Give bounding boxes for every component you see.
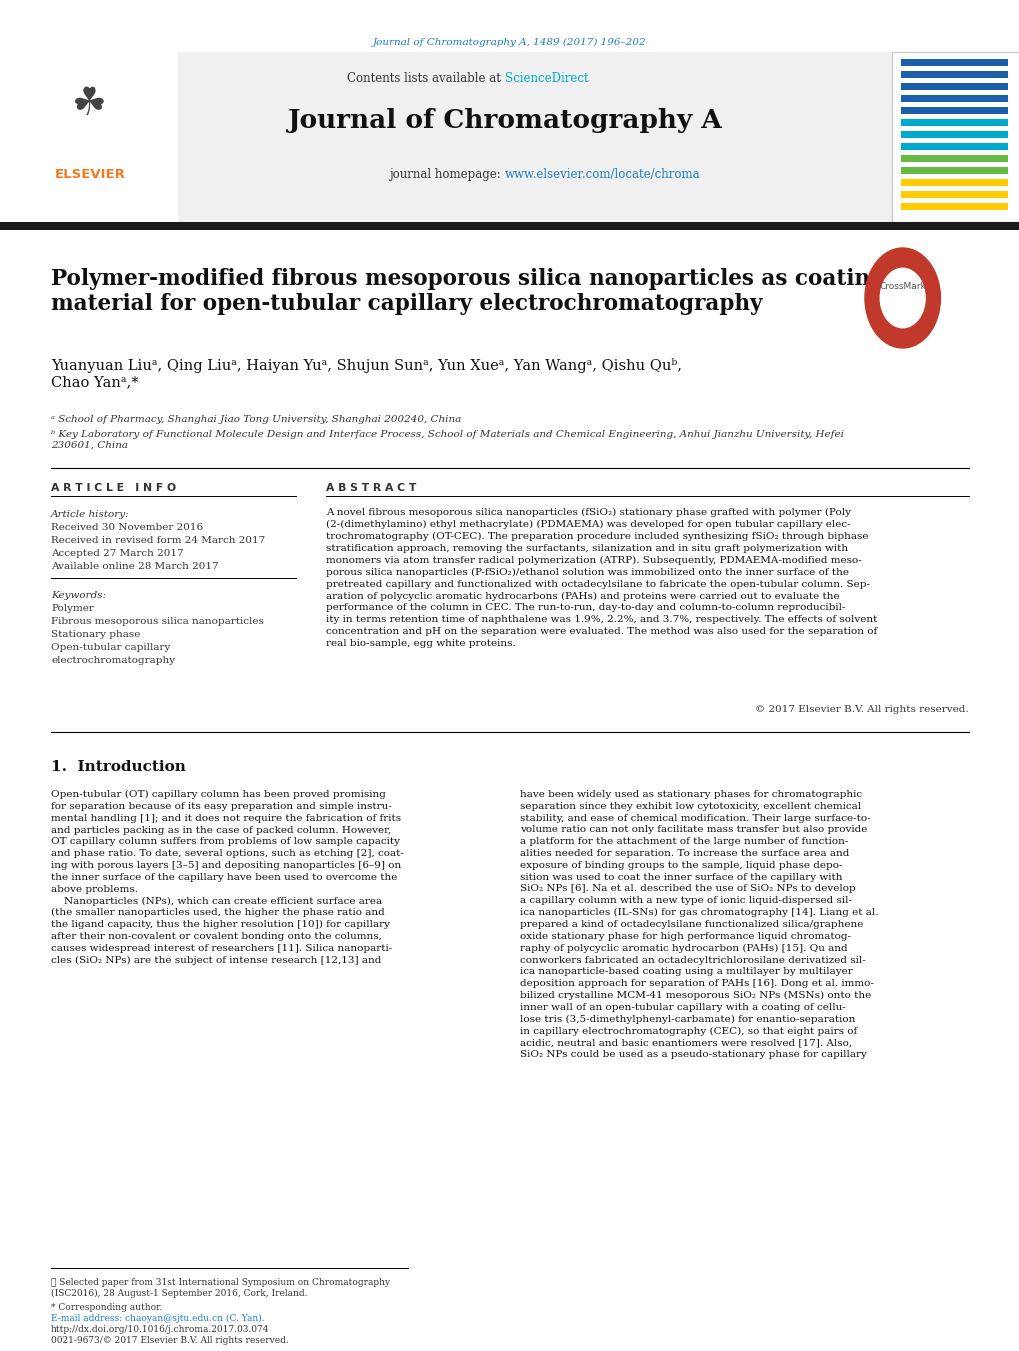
Text: E-mail address: chaoyan@sjtu.edu.cn (C. Yan).: E-mail address: chaoyan@sjtu.edu.cn (C. … xyxy=(51,1315,264,1323)
Text: Fibrous mesoporous silica nanoparticles: Fibrous mesoporous silica nanoparticles xyxy=(51,617,264,626)
Bar xyxy=(900,168,1007,174)
Bar xyxy=(900,70,1007,78)
Bar xyxy=(900,82,1007,91)
Bar xyxy=(0,222,1019,230)
Text: A R T I C L E   I N F O: A R T I C L E I N F O xyxy=(51,484,176,493)
Text: Open-tubular capillary: Open-tubular capillary xyxy=(51,643,170,653)
Bar xyxy=(900,143,1007,150)
Bar xyxy=(900,203,1007,211)
Text: have been widely used as stationary phases for chromatographic
separation since : have been widely used as stationary phas… xyxy=(520,790,877,1059)
Text: Polymer-modified fibrous mesoporous silica nanoparticles as coating
material for: Polymer-modified fibrous mesoporous sili… xyxy=(51,267,884,315)
Bar xyxy=(900,107,1007,113)
Bar xyxy=(900,155,1007,162)
Text: electrochromatography: electrochromatography xyxy=(51,657,175,665)
Text: Accepted 27 March 2017: Accepted 27 March 2017 xyxy=(51,549,183,558)
Bar xyxy=(900,180,1007,186)
Text: Contents lists available at: Contents lists available at xyxy=(346,72,504,85)
Text: Article history:: Article history: xyxy=(51,509,129,519)
Text: A B S T R A C T: A B S T R A C T xyxy=(326,484,417,493)
Text: Journal of Chromatography A, 1489 (2017) 196–202: Journal of Chromatography A, 1489 (2017)… xyxy=(373,38,646,47)
Text: ᵃ School of Pharmacy, Shanghai Jiao Tong University, Shanghai 200240, China: ᵃ School of Pharmacy, Shanghai Jiao Tong… xyxy=(51,415,461,424)
Text: ᵇ Key Laboratory of Functional Molecule Design and Interface Process, School of : ᵇ Key Laboratory of Functional Molecule … xyxy=(51,430,843,450)
Text: Available online 28 March 2017: Available online 28 March 2017 xyxy=(51,562,218,571)
Text: Yuanyuan Liuᵃ, Qing Liuᵃ, Haiyan Yuᵃ, Shujun Sunᵃ, Yun Xueᵃ, Yan Wangᵃ, Qishu Qu: Yuanyuan Liuᵃ, Qing Liuᵃ, Haiyan Yuᵃ, Sh… xyxy=(51,358,682,389)
Bar xyxy=(0,51,178,222)
Text: Open-tubular (OT) capillary column has been proved promising
for separation beca: Open-tubular (OT) capillary column has b… xyxy=(51,790,404,965)
Text: * Corresponding author.: * Corresponding author. xyxy=(51,1302,162,1312)
Text: journal homepage:: journal homepage: xyxy=(389,168,504,181)
Circle shape xyxy=(864,249,940,349)
Text: Received in revised form 24 March 2017: Received in revised form 24 March 2017 xyxy=(51,536,265,544)
Bar xyxy=(0,51,1019,222)
Bar xyxy=(900,192,1007,199)
Text: ScienceDirect: ScienceDirect xyxy=(504,72,588,85)
Text: Stationary phase: Stationary phase xyxy=(51,630,141,639)
Text: Polymer: Polymer xyxy=(51,604,94,613)
Bar xyxy=(892,51,1019,222)
Text: www.elsevier.com/locate/chroma: www.elsevier.com/locate/chroma xyxy=(504,168,700,181)
Text: Received 30 November 2016: Received 30 November 2016 xyxy=(51,523,203,532)
Bar xyxy=(900,95,1007,103)
Text: ☆ Selected paper from 31st International Symposium on Chromatography
(ISC2016), : ☆ Selected paper from 31st International… xyxy=(51,1278,389,1298)
Text: http://dx.doi.org/10.1016/j.chroma.2017.03.074
0021-9673/© 2017 Elsevier B.V. Al: http://dx.doi.org/10.1016/j.chroma.2017.… xyxy=(51,1325,288,1346)
Text: ELSEVIER: ELSEVIER xyxy=(54,168,125,181)
Bar xyxy=(900,131,1007,138)
Bar xyxy=(900,119,1007,126)
Text: 1.  Introduction: 1. Introduction xyxy=(51,761,185,774)
Text: A novel fibrous mesoporous silica nanoparticles (fSiO₂) stationary phase grafted: A novel fibrous mesoporous silica nanopa… xyxy=(326,508,877,647)
Text: Journal of Chromatography A: Journal of Chromatography A xyxy=(287,108,721,132)
Text: Keywords:: Keywords: xyxy=(51,590,106,600)
Bar xyxy=(900,58,1007,66)
Text: CrossMark: CrossMark xyxy=(878,282,925,290)
Text: © 2017 Elsevier B.V. All rights reserved.: © 2017 Elsevier B.V. All rights reserved… xyxy=(755,705,968,713)
Circle shape xyxy=(879,269,924,328)
Text: ☘: ☘ xyxy=(72,85,107,123)
